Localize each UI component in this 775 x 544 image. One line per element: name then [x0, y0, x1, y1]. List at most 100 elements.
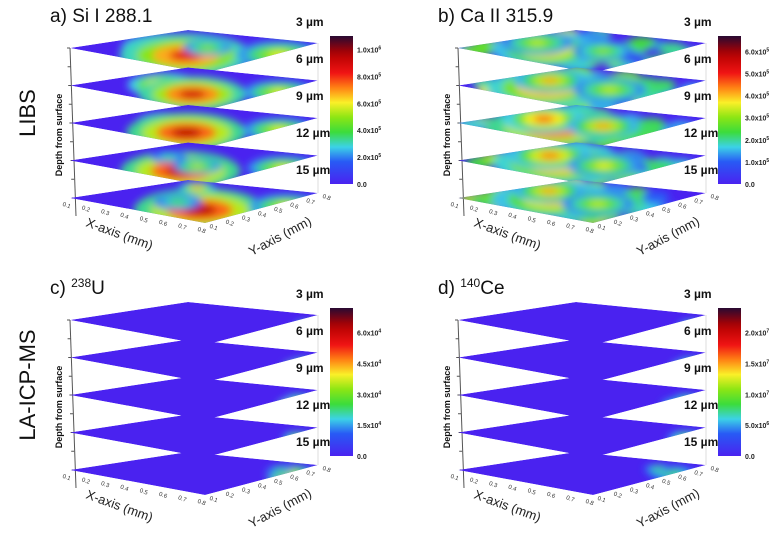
- depth-label: 6 µm: [296, 324, 324, 338]
- y-tick-label: 0.5: [273, 207, 284, 216]
- depth-plane: [458, 30, 706, 73]
- colorbar-tick-label: 0.0: [357, 454, 367, 461]
- y-tick-label: 0.6: [677, 202, 688, 211]
- depth-plane: [458, 339, 706, 383]
- chart-svg: d) 140Ce Depth from surface 3 µm 6 µm 9 µm 12…: [438, 276, 769, 531]
- y-axis-label: Y-axis (mm): [246, 213, 314, 259]
- intensity-cell: [628, 36, 657, 49]
- isotope-mass: 140: [460, 276, 480, 290]
- x-tick-label: 0.2: [81, 205, 92, 214]
- depth-label: 3 µm: [296, 287, 324, 301]
- x-tick-label: 0.6: [158, 220, 169, 229]
- z-axis-line: [69, 47, 77, 217]
- colorbar-tick-label: 0.0: [745, 454, 755, 461]
- plane-base: [70, 339, 318, 383]
- intensity-hotspot: [274, 165, 293, 172]
- x-tick-label: 0.6: [546, 220, 557, 229]
- x-tick-label: 0.8: [584, 227, 595, 236]
- x-tick-label: 0.4: [507, 213, 518, 222]
- intensity-hotspot: [164, 155, 174, 159]
- z-axis-line: [69, 319, 77, 489]
- depth-label: 12 µm: [684, 398, 718, 412]
- y-tick-label: 0.3: [241, 487, 252, 496]
- plane-base: [70, 414, 318, 458]
- intensity-cell: [648, 79, 677, 92]
- y-tick-label: 0.8: [321, 466, 332, 475]
- z-axis-label: Depth from surface: [54, 366, 64, 449]
- colorbar-tick-label: 4.0x105: [745, 92, 769, 101]
- depth-label: 9 µm: [296, 361, 324, 375]
- intensity-hotspot: [268, 51, 290, 59]
- x-tick-label: 0.3: [100, 481, 111, 490]
- intensity-hotspot: [589, 201, 607, 207]
- depth-plane: [70, 414, 318, 458]
- y-tick-label: 0.6: [289, 474, 300, 483]
- colorbar: [718, 36, 741, 184]
- plane-base: [458, 302, 706, 345]
- panel-letter: c): [50, 278, 71, 299]
- z-axis-label: Depth from surface: [54, 94, 64, 177]
- y-tick-label: 0.7: [305, 198, 316, 207]
- depth-label: 6 µm: [296, 52, 324, 66]
- colorbar-tick-label: 5.0x105: [745, 70, 769, 79]
- intensity-cell: [646, 161, 675, 174]
- intensity-cell: [643, 56, 672, 69]
- depth-label: 15 µm: [684, 163, 718, 177]
- intensity-hotspot: [270, 89, 289, 96]
- x-tick-label: 0.7: [565, 223, 576, 232]
- depth-label: 12 µm: [296, 398, 330, 412]
- y-axis-label: Y-axis (mm): [246, 485, 314, 531]
- element-name: Ce: [480, 278, 504, 299]
- panel-title: d) 140Ce: [438, 276, 505, 299]
- depth-label: 9 µm: [684, 361, 712, 375]
- panel-a: a) Si I 288.1 Depth from surface 3 µm 6 µm 9…: [0, 0, 387, 272]
- colorbar-tick-label: 1.0x105: [745, 158, 769, 167]
- y-tick-label: 0.4: [645, 211, 656, 220]
- chart-svg: a) Si I 288.1 Depth from surface 3 µm 6 µm 9…: [50, 6, 381, 259]
- depth-label: 3 µm: [684, 287, 712, 301]
- y-tick-label: 0.3: [241, 215, 252, 224]
- plane-base: [70, 377, 318, 420]
- y-axis-label: Y-axis (mm): [634, 213, 702, 259]
- depth-label: 6 µm: [684, 324, 712, 338]
- x-tick-label: 0.3: [488, 209, 499, 218]
- y-tick-label: 0.2: [613, 220, 624, 229]
- x-tick-label: 0.2: [469, 477, 480, 486]
- panel-title: b) Ca II 315.9: [438, 6, 553, 27]
- plane-base: [458, 377, 706, 420]
- depth-label: 3 µm: [684, 15, 712, 29]
- intensity-hotspot: [258, 47, 301, 62]
- x-tick-label: 0.6: [158, 492, 169, 501]
- plane-base: [70, 452, 318, 495]
- y-tick-label: 0.5: [273, 479, 284, 488]
- y-axis-label: Y-axis (mm): [634, 485, 702, 531]
- intensity-hotspot: [171, 200, 184, 205]
- intensity-hotspot: [270, 126, 289, 133]
- depth-plane: [458, 105, 706, 148]
- colorbar-tick-label: 2.0x105: [357, 153, 381, 162]
- intensity-hotspot: [595, 48, 611, 54]
- depth-plane: [70, 339, 318, 383]
- intensity-hotspot: [171, 127, 202, 138]
- y-tick-label: 0.4: [645, 483, 656, 492]
- depth-label: 15 µm: [684, 435, 718, 449]
- colorbar-tick-label: 1.0x107: [745, 390, 769, 399]
- colorbar: [718, 308, 741, 456]
- intensity-hotspot: [261, 86, 298, 99]
- y-tick-label: 0.5: [661, 479, 672, 488]
- y-tick-label: 0.7: [693, 470, 704, 479]
- x-tick-label: 0.2: [81, 477, 92, 486]
- depth-plane: [458, 142, 706, 186]
- chart-svg: b) Ca II 315.9 Depth from surface 3 µm 6 µm…: [438, 6, 769, 259]
- plane-base: [458, 452, 706, 495]
- intensity-hotspot: [594, 162, 613, 169]
- depth-label: 6 µm: [684, 52, 712, 66]
- intensity-cell: [658, 91, 687, 104]
- depth-label: 3 µm: [296, 15, 324, 29]
- intensity-hotspot: [277, 468, 284, 471]
- depth-plane: [458, 377, 706, 420]
- isotope-mass: 238: [71, 276, 91, 290]
- depth-plane: [70, 377, 318, 420]
- intensity-hotspot: [201, 45, 214, 50]
- x-tick-label: 0.4: [119, 485, 130, 494]
